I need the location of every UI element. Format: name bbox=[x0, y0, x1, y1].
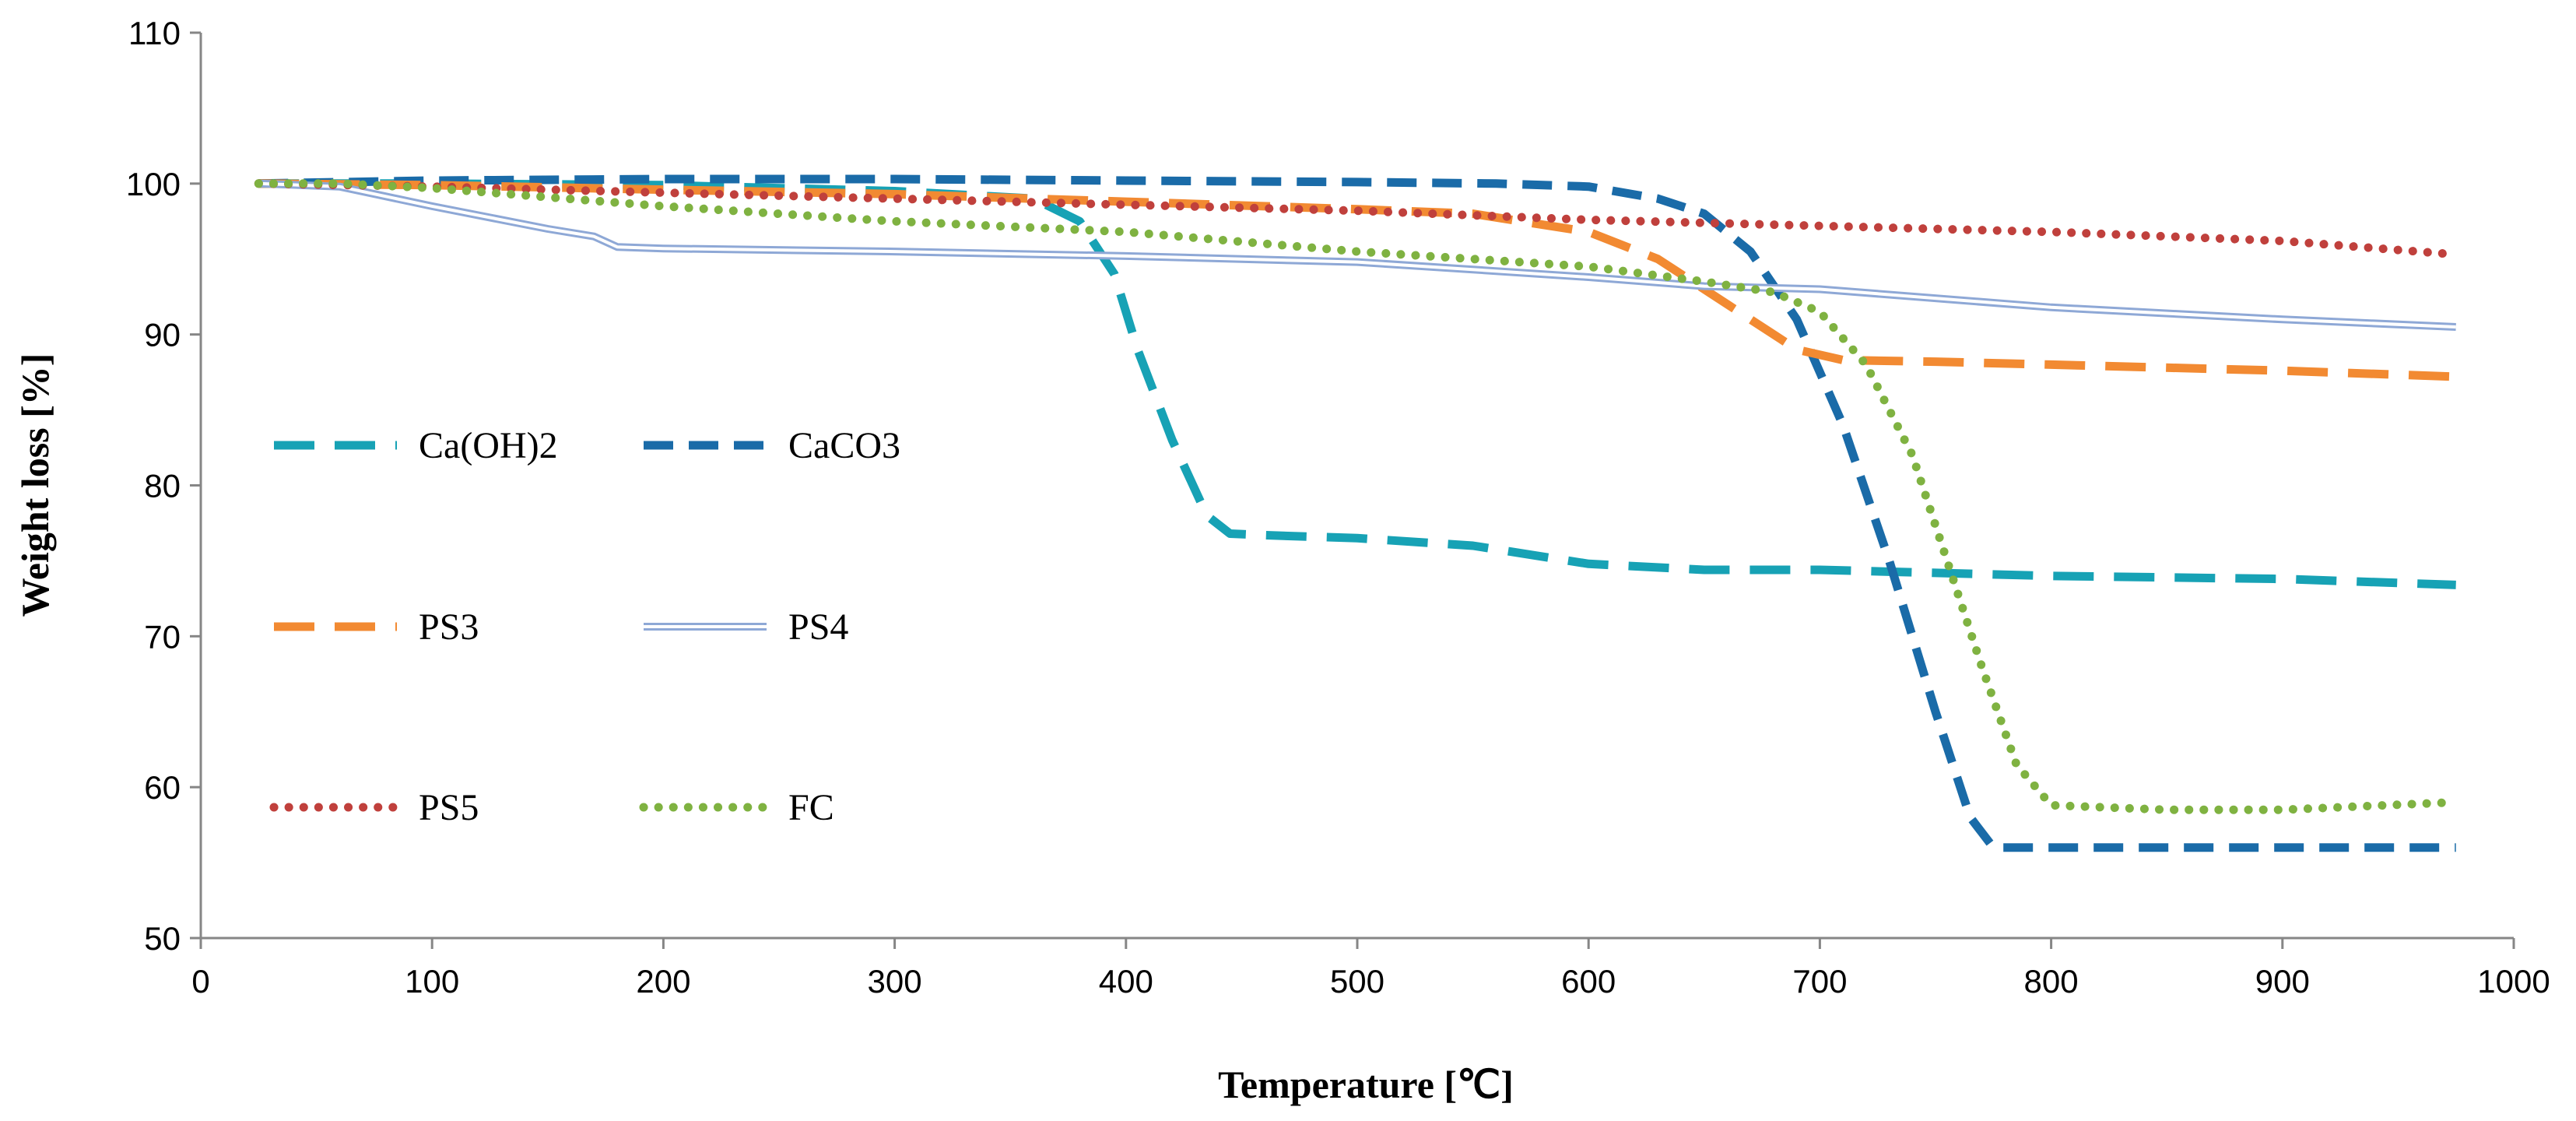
legend-label-ps4: PS4 bbox=[788, 606, 848, 648]
x-tick-label: 700 bbox=[1792, 963, 1847, 1000]
y-tick-label: 60 bbox=[144, 769, 181, 806]
series-line-caoh2 bbox=[258, 179, 2456, 589]
x-tick-label: 400 bbox=[1099, 963, 1153, 1000]
series-line-fc bbox=[254, 179, 2461, 814]
y-tick-label: 50 bbox=[144, 920, 181, 957]
legend-label-fc: FC bbox=[788, 787, 834, 828]
y-tick-label: 110 bbox=[128, 15, 181, 51]
x-tick-label: 0 bbox=[191, 963, 209, 1000]
x-axis-title: Temperature [℃] bbox=[1218, 1063, 1514, 1106]
series-line-caco3 bbox=[258, 174, 2456, 852]
y-tick-label: 70 bbox=[144, 618, 181, 655]
x-tick-label: 200 bbox=[636, 963, 690, 1000]
y-tick-label: 100 bbox=[126, 166, 181, 202]
y-tick-label: 90 bbox=[144, 317, 181, 353]
legend-item-caoh2: Ca(OH)2 bbox=[274, 425, 558, 466]
legend-label-caco3: CaCO3 bbox=[788, 425, 900, 466]
x-tick-label: 900 bbox=[2255, 963, 2310, 1000]
legend: Ca(OH)2 CaCO3 PS3 PS4 PS5 FC bbox=[269, 425, 900, 828]
x-tick-label: 500 bbox=[1330, 963, 1385, 1000]
legend-item-ps4: PS4 bbox=[644, 606, 848, 648]
y-axis-title: Weight loss [%] bbox=[13, 353, 57, 617]
series-layer bbox=[254, 174, 2461, 852]
series-line-ps4-inner bbox=[258, 181, 2456, 329]
x-tick-label: 100 bbox=[405, 963, 459, 1000]
legend-label-ps3: PS3 bbox=[419, 606, 479, 648]
x-tick-label: 1000 bbox=[2477, 963, 2550, 1000]
axes: 50 60 70 80 90 100 110 0 100 200 300 400 500 600 700 80… bbox=[126, 15, 2550, 1000]
x-tick-label: 800 bbox=[2024, 963, 2079, 1000]
legend-label-caoh2: Ca(OH)2 bbox=[419, 425, 558, 466]
x-tick-label: 600 bbox=[1561, 963, 1616, 1000]
y-tick-label: 80 bbox=[144, 468, 181, 504]
series-line-ps5 bbox=[254, 179, 2461, 259]
legend-item-caco3: CaCO3 bbox=[644, 425, 900, 466]
x-tick-label: 300 bbox=[868, 963, 922, 1000]
legend-item-ps3: PS3 bbox=[274, 606, 479, 648]
legend-label-ps5: PS5 bbox=[419, 787, 479, 828]
legend-item-fc: FC bbox=[639, 787, 834, 828]
legend-item-ps5: PS5 bbox=[269, 787, 479, 828]
